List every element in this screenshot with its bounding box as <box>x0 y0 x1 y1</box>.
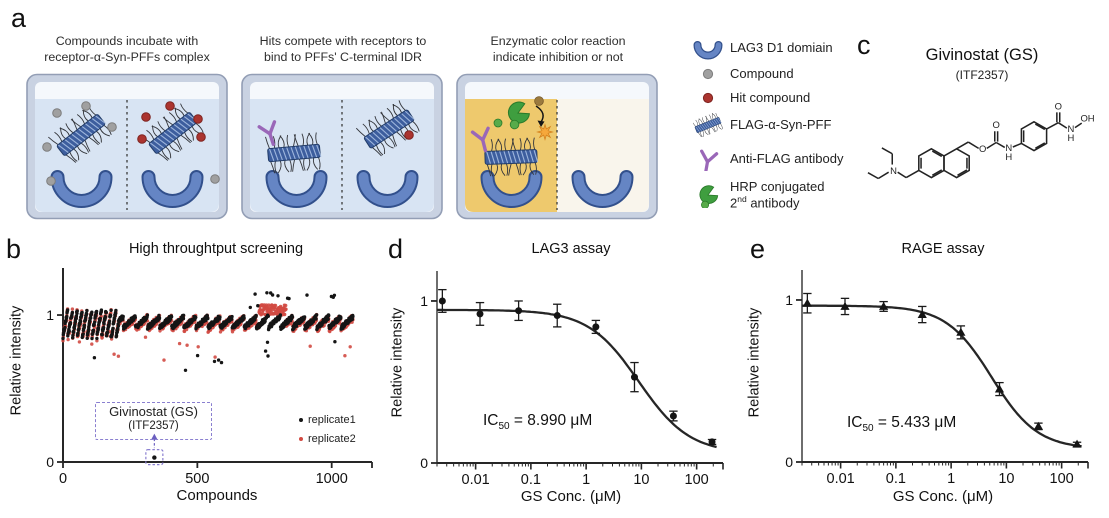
lag3-d1-domain-icon <box>693 41 723 60</box>
lag3-assay-title: LAG3 assay <box>531 241 611 257</box>
svg-text:0.01: 0.01 <box>462 472 490 488</box>
anti-flag-antibody-icon <box>700 149 719 171</box>
assay-well-step2-diagram <box>241 73 443 220</box>
legend-label-hit-compound: Hit compound <box>730 89 811 105</box>
svg-text:O: O <box>993 120 1000 131</box>
svg-text:1: 1 <box>46 307 54 323</box>
panel-a-label: a <box>11 3 27 33</box>
replicate2-dot-icon <box>299 437 303 441</box>
lag3-x-axis-label: GS Conc. (μM) <box>520 488 622 505</box>
svg-text:O: O <box>979 144 986 155</box>
svg-text:0.01: 0.01 <box>827 471 855 487</box>
rage-x-axis-label: GS Conc. (μM) <box>892 488 994 505</box>
step-3-title-line1: Enzymatic color reaction <box>490 34 626 48</box>
svg-text:0.1: 0.1 <box>521 472 541 488</box>
svg-text:H: H <box>1005 152 1012 163</box>
hit-compound-dot-icon <box>702 92 714 104</box>
replicate1-label: replicate1 <box>308 414 356 426</box>
svg-text:N: N <box>890 166 897 177</box>
svg-text:H: H <box>1067 133 1074 144</box>
legend-label-compound: Compound <box>730 65 794 81</box>
svg-text:10: 10 <box>633 472 649 488</box>
flag-a-syn-pff-icon <box>693 113 723 137</box>
legend-item-anti-flag: Anti-FLAG antibody <box>693 147 843 171</box>
svg-text:0: 0 <box>785 454 793 470</box>
svg-text:500: 500 <box>185 471 209 487</box>
step-3-title: Enzymatic color reaction indicate inhibi… <box>451 33 665 65</box>
legend-item-hit-compound: Hit compound <box>693 86 810 110</box>
legend-label-anti-flag: Anti-FLAG antibody <box>730 150 844 166</box>
svg-text:1000: 1000 <box>316 471 348 487</box>
svg-text:0: 0 <box>46 454 54 470</box>
hts-scatter-plot: 0 1 0 500 1000 <box>46 268 373 487</box>
hrp-antibody-icon <box>699 184 719 208</box>
svg-text:O: O <box>1055 102 1062 113</box>
hts-legend-replicate2: replicate2 <box>299 433 356 445</box>
step-2-title-line1: Hits compete with receptors to <box>259 34 427 48</box>
svg-text:1: 1 <box>582 472 590 488</box>
legend-label-hrp: HRP conjugated 2nd antibody <box>730 179 825 211</box>
svg-text:1: 1 <box>785 292 793 308</box>
lag3-ic50-text: IC50 = 8.990 μM <box>483 412 593 432</box>
step-1-title-line1: Compounds incubate with <box>55 34 199 48</box>
rage-ic50-text: IC50 = 5.433 μM <box>847 414 957 434</box>
replicate1-dot-icon <box>299 418 303 422</box>
svg-text:1: 1 <box>420 293 428 309</box>
hit-annotation-line1: Givinostat (GS) <box>109 404 198 419</box>
rage-assay-title: RAGE assay <box>901 241 985 257</box>
rage-assay-panel: RAGE assay Relative intensity 0 1 0.01 0.1 1… <box>742 234 1109 518</box>
svg-text:10: 10 <box>998 471 1014 487</box>
panel-e-label: e <box>750 234 766 264</box>
assay-well-step1-diagram <box>26 73 228 220</box>
panel-b-label: b <box>6 234 22 264</box>
legend-label-lag3: LAG3 D1 domiain <box>730 39 833 55</box>
lag3-dose-response-plot: 0 1 0.01 0.1 1 10 100 <box>420 271 724 488</box>
replicate2-label: replicate2 <box>308 433 356 445</box>
step-1-title-line2: receptor-α-Syn-PFFs complex <box>44 50 210 65</box>
hts-x-axis-label: Compounds <box>176 487 258 504</box>
legend-item-compound: Compound <box>693 62 794 86</box>
lag3-assay-panel: LAG3 assay Relative intensity 0 1 0.01 0.1 1… <box>385 234 743 518</box>
svg-text:N: N <box>1005 143 1012 154</box>
compound-dot-icon <box>702 68 714 80</box>
legend-item-hrp: HRP conjugated 2nd antibody <box>693 179 825 211</box>
hts-plot-title: High throughtput screening <box>128 241 304 257</box>
panel-d-label: d <box>388 234 404 264</box>
panel-c-label: c <box>857 30 871 60</box>
hts-legend-replicate1: replicate1 <box>299 414 356 426</box>
hit-annotation-line2: (ITF2357) <box>128 420 179 433</box>
compound-code: (ITF2357) <box>955 68 1009 82</box>
step-3-title-line2: indicate inhibition or not <box>492 50 624 65</box>
rage-dose-response-plot: 0 1 0.01 0.1 1 10 100 <box>785 270 1089 487</box>
compound-name: Givinostat (GS) <box>925 46 1039 64</box>
step-2-title: Hits compete with receptors to bind to P… <box>236 33 450 65</box>
svg-text:0: 0 <box>59 471 67 487</box>
hts-plot-panel: High throughtput screening Relative inte… <box>0 234 384 518</box>
legend-label-pff: FLAG-α-Syn-PFF <box>730 116 832 132</box>
step-2-title-line2: bind to PFFs' C-terminal IDR <box>264 50 422 65</box>
svg-text:1: 1 <box>947 471 955 487</box>
hit-annotation-box: Givinostat (GS) (ITF2357) <box>95 402 212 440</box>
svg-text:0: 0 <box>420 455 428 471</box>
assay-well-step3-diagram <box>456 73 658 220</box>
svg-text:100: 100 <box>1050 471 1074 487</box>
svg-text:N: N <box>1067 124 1074 135</box>
svg-text:0.1: 0.1 <box>886 471 906 487</box>
svg-text:100: 100 <box>685 472 709 488</box>
legend-item-pff: FLAG-α-Syn-PFF <box>693 113 831 137</box>
svg-text:OH: OH <box>1080 113 1094 124</box>
legend-item-lag3: LAG3 D1 domiain <box>693 36 833 60</box>
step-1-title: Compounds incubate with receptor-α-Syn-P… <box>20 33 234 65</box>
